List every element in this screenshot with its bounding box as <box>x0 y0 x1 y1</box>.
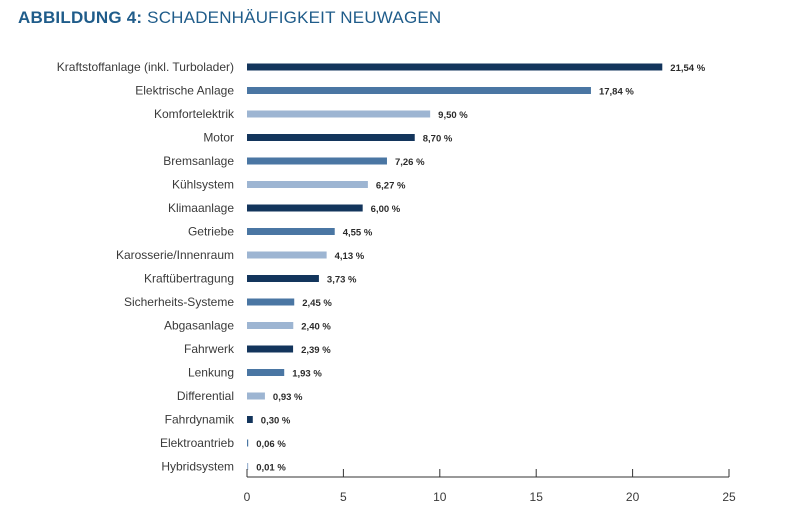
bar <box>247 345 294 353</box>
bar <box>247 157 387 165</box>
category-label: Elektroantrieb <box>160 436 234 450</box>
category-label: Motor <box>203 131 234 145</box>
category-label: Karosserie/Innenraum <box>116 248 234 262</box>
value-label: 2,45 % <box>302 298 332 309</box>
bar <box>247 439 249 447</box>
x-tick-label: 10 <box>433 490 447 504</box>
category-label: Fahrwerk <box>184 342 235 356</box>
bar <box>247 181 368 188</box>
category-label: Differential <box>177 389 234 403</box>
value-label: 2,39 % <box>301 345 331 356</box>
category-label: Lenkung <box>188 366 234 380</box>
category-label: Kraftübertragung <box>144 272 234 286</box>
value-label: 7,26 % <box>395 157 425 168</box>
value-label: 8,70 % <box>423 134 453 145</box>
value-label: 6,00 % <box>371 204 401 215</box>
chart-title-prefix: ABBILDUNG 4: <box>18 8 143 27</box>
category-label: Kraftstoffanlage (inkl. Turbolader) <box>57 60 234 74</box>
bar <box>247 63 663 71</box>
bar <box>247 87 591 94</box>
bar <box>247 110 431 118</box>
value-label: 9,50 % <box>438 110 468 121</box>
bar <box>247 298 295 306</box>
category-label: Fahrdynamik <box>165 413 235 427</box>
bar <box>247 251 327 259</box>
category-label: Elektrische Anlage <box>135 84 234 98</box>
value-label: 0,30 % <box>261 416 291 427</box>
value-label: 6,27 % <box>376 181 406 192</box>
x-tick-label: 20 <box>626 490 640 504</box>
category-label: Klimaanlage <box>168 201 234 215</box>
x-tick-label: 0 <box>244 490 251 504</box>
category-label: Getriebe <box>188 225 234 239</box>
value-label: 2,40 % <box>301 322 331 333</box>
category-label: Abgasanlage <box>164 319 234 333</box>
bar <box>247 416 253 423</box>
bar <box>247 275 319 282</box>
chart-title: ABBILDUNG 4: SCHADENHÄUFIGKEIT NEUWAGEN <box>18 8 441 28</box>
value-label: 0,01 % <box>256 463 286 474</box>
category-label: Sicherheits-Systeme <box>124 295 234 309</box>
chart-title-text: SCHADENHÄUFIGKEIT NEUWAGEN <box>142 8 442 27</box>
bar <box>247 369 285 376</box>
value-label: 3,73 % <box>327 275 357 286</box>
category-label: Kühlsystem <box>172 178 234 192</box>
category-label: Komfortelektrik <box>154 107 235 121</box>
x-tick-label: 15 <box>530 490 544 504</box>
value-label: 21,54 % <box>670 63 705 74</box>
value-label: 4,13 % <box>335 251 365 262</box>
bar <box>247 463 249 470</box>
value-label: 1,93 % <box>292 369 322 380</box>
value-label: 0,93 % <box>273 392 303 403</box>
bar <box>247 204 363 212</box>
bar <box>247 392 265 400</box>
value-label: 17,84 % <box>599 87 634 98</box>
bar <box>247 134 415 141</box>
bar <box>247 322 294 329</box>
x-tick-label: 5 <box>340 490 347 504</box>
value-label: 4,55 % <box>343 228 373 239</box>
value-label: 0,06 % <box>256 439 286 450</box>
category-label: Hybridsystem <box>161 460 234 474</box>
x-tick-label: 25 <box>722 490 736 504</box>
bar <box>247 228 335 235</box>
category-label: Bremsanlage <box>163 154 234 168</box>
